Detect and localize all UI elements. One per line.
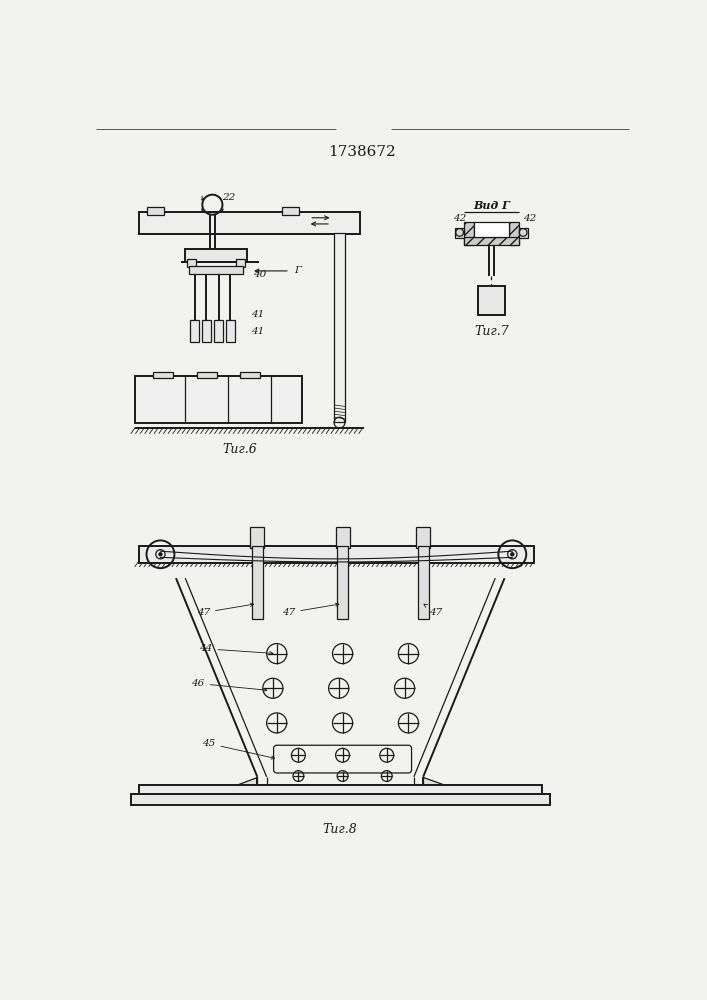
Bar: [139, 546, 534, 563]
Polygon shape: [423, 777, 448, 786]
Bar: [252, 546, 263, 619]
Bar: [201, 320, 211, 342]
Bar: [474, 222, 509, 237]
Text: Вид Г: Вид Г: [473, 200, 510, 211]
Circle shape: [510, 553, 514, 556]
Text: 47: 47: [282, 603, 339, 617]
Bar: [153, 372, 173, 378]
Bar: [337, 546, 348, 619]
Polygon shape: [233, 777, 257, 786]
Bar: [189, 266, 243, 274]
Text: 41: 41: [251, 310, 264, 319]
Bar: [146, 207, 163, 215]
Bar: [226, 320, 235, 342]
Bar: [197, 372, 217, 378]
Bar: [190, 320, 199, 342]
Text: 47: 47: [424, 604, 443, 617]
Bar: [282, 207, 299, 215]
Bar: [464, 237, 518, 245]
Text: 42: 42: [453, 214, 467, 223]
Text: 40: 40: [253, 270, 267, 279]
Text: Τиг.7: Τиг.7: [474, 325, 509, 338]
Bar: [509, 222, 518, 245]
Bar: [135, 376, 301, 423]
Bar: [334, 233, 345, 422]
Text: 45: 45: [202, 739, 274, 759]
Text: 1738672: 1738672: [328, 145, 396, 159]
Bar: [139, 212, 360, 234]
Text: Г: Г: [293, 266, 300, 275]
Bar: [478, 286, 505, 315]
Bar: [416, 527, 430, 548]
Text: Τиг.8: Τиг.8: [323, 823, 358, 836]
Bar: [235, 259, 245, 267]
Text: 44: 44: [199, 644, 273, 655]
Bar: [464, 222, 474, 245]
Text: 41: 41: [251, 327, 264, 336]
Text: 46: 46: [192, 679, 267, 692]
Bar: [131, 794, 549, 805]
Bar: [518, 228, 528, 238]
Text: 47: 47: [197, 603, 254, 617]
Bar: [214, 320, 223, 342]
Text: Τиг.6: Τиг.6: [222, 443, 257, 456]
Bar: [240, 372, 259, 378]
Text: 42: 42: [523, 214, 537, 223]
Bar: [418, 546, 428, 619]
Bar: [187, 259, 196, 267]
Bar: [336, 527, 349, 548]
Bar: [250, 527, 264, 548]
Text: 22: 22: [222, 193, 235, 202]
Circle shape: [159, 553, 162, 556]
Bar: [139, 785, 542, 801]
Bar: [185, 249, 247, 262]
Bar: [455, 228, 464, 238]
